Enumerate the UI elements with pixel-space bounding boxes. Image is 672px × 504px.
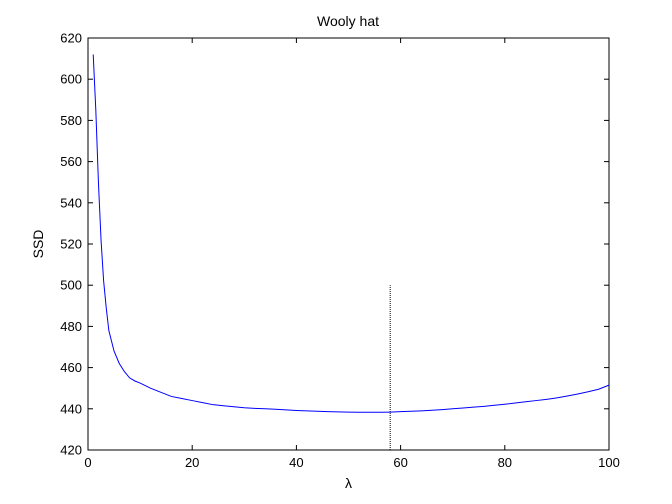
y-tick-label: 580 <box>60 113 82 128</box>
y-tick-label: 540 <box>60 195 82 210</box>
x-tick-label: 60 <box>393 455 407 470</box>
x-axis-title: λ <box>345 475 352 491</box>
y-tick-label: 420 <box>60 443 82 458</box>
y-tick-label: 500 <box>60 278 82 293</box>
y-tick-label: 440 <box>60 401 82 416</box>
x-tick-label: 100 <box>598 455 620 470</box>
x-tick-label: 20 <box>185 455 199 470</box>
y-axis-title: SSD <box>30 230 46 259</box>
x-tick-label: 40 <box>289 455 303 470</box>
x-tick-label: 80 <box>498 455 512 470</box>
chart-title: Wooly hat <box>317 13 379 29</box>
y-tick-label: 520 <box>60 237 82 252</box>
plot-frame <box>87 37 610 451</box>
y-tick-label: 620 <box>60 31 82 46</box>
y-tick-label: 560 <box>60 154 82 169</box>
x-axis: 0 20 40 60 80 100 <box>84 38 620 470</box>
y-tick-label: 480 <box>60 319 82 334</box>
series-group <box>92 54 610 413</box>
y-tick-label: 460 <box>60 360 82 375</box>
y-axis: 420 440 460 480 500 520 540 560 580 600 620 <box>60 31 609 458</box>
series-line <box>92 54 610 413</box>
y-tick-label: 600 <box>60 72 82 87</box>
x-tick-label: 0 <box>84 455 91 470</box>
